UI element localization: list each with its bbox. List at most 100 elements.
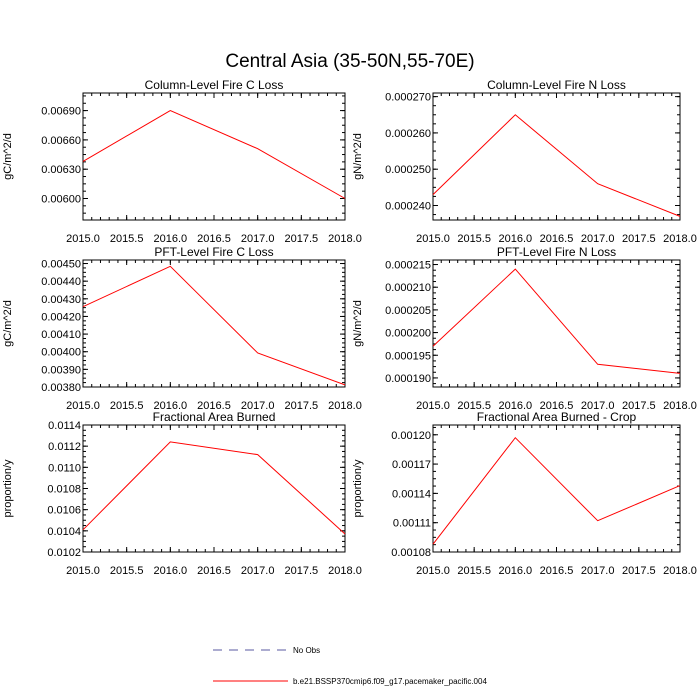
y-tick-label: 0.000195 [385, 350, 431, 362]
x-tick-label: 2015.0 [416, 400, 450, 412]
x-tick-label: 2016.0 [499, 400, 533, 412]
x-tick-label: 2015.5 [457, 400, 491, 412]
x-tick-label: 2015.0 [416, 233, 450, 245]
y-tick-label: 0.00117 [392, 459, 431, 471]
y-tick-label: 0.00600 [41, 194, 81, 206]
series-line [432, 436, 681, 545]
series-line [82, 265, 346, 386]
y-tick-label: 0.0114 [48, 420, 81, 432]
plot-frame [432, 92, 681, 221]
y-tick-label: 0.00630 [41, 164, 81, 176]
y-tick-label: 0.0108 [47, 484, 81, 496]
x-tick-label: 2016.0 [154, 233, 188, 245]
x-tick-label: 2016.0 [499, 233, 533, 245]
x-tick-label: 2016.5 [540, 565, 574, 577]
panel-title: Fractional Area Burned [153, 410, 276, 424]
x-tick-label: 2015.0 [66, 565, 100, 577]
x-tick-label: 2017.0 [581, 565, 615, 577]
x-tick-label: 2018.0 [663, 233, 697, 245]
panel-title: PFT-Level Fire C Loss [154, 245, 273, 259]
x-tick-label: 2015.0 [416, 565, 450, 577]
y-tick-label: 0.00120 [391, 430, 431, 442]
x-tick-label: 2015.0 [66, 400, 100, 412]
x-tick-label: 2016.0 [154, 400, 188, 412]
y-tick-label: 0.0112 [48, 441, 81, 453]
y-tick-label: 0.00690 [41, 106, 81, 118]
y-tick-label: 0.000205 [385, 305, 431, 317]
y-tick-label: 0.000250 [385, 164, 431, 176]
y-axis-label: gN/m^2/d [352, 133, 364, 180]
y-tick-label: 0.00660 [41, 135, 81, 147]
y-axis-label: gC/m^2/d [2, 300, 14, 347]
x-tick-label: 2017.5 [622, 233, 656, 245]
series-line [432, 268, 681, 374]
x-tick-label: 2016.0 [499, 565, 533, 577]
x-tick-label: 2017.5 [285, 565, 319, 577]
plot-frame [432, 259, 681, 388]
y-tick-label: 0.0110 [48, 462, 81, 474]
y-axis-label: proportion/y [2, 459, 14, 518]
y-tick-label: 0.00108 [391, 547, 431, 559]
series-line [432, 114, 681, 217]
series-line [82, 441, 346, 535]
x-tick-label: 2017.0 [581, 233, 615, 245]
y-tick-label: 0.000200 [385, 328, 431, 340]
y-tick-label: 0.000240 [385, 200, 431, 212]
x-tick-label: 2017.5 [285, 400, 319, 412]
y-tick-label: 0.000190 [385, 373, 431, 385]
x-tick-label: 2015.5 [110, 233, 144, 245]
plot-frame [82, 259, 346, 388]
y-axis-label: gC/m^2/d [2, 133, 14, 180]
panel-title: Fractional Area Burned - Crop [477, 410, 637, 424]
x-tick-label: 2015.5 [110, 400, 144, 412]
panel-pft-level-fire-n-loss: PFT-Level Fire N Loss gN/m^2/d 2015.0 2015.… [352, 245, 697, 412]
plot-frame [82, 92, 346, 221]
x-tick-label: 2017.5 [622, 565, 656, 577]
panel-fractional-area-burned-crop: Fractional Area Burned - Crop proportion/… [352, 410, 697, 577]
x-tick-label: 2016.0 [154, 565, 188, 577]
legend: No Obs b.e21.BSSP370cmip6.f09_g17.pacema… [213, 646, 487, 686]
y-tick-label: 0.00400 [41, 347, 81, 359]
legend-label-no-obs: No Obs [293, 646, 320, 655]
x-tick-label: 2018.0 [328, 565, 362, 577]
series-line [82, 110, 346, 199]
x-tick-label: 2017.0 [581, 400, 615, 412]
panel-pft-level-fire-c-loss: PFT-Level Fire C Loss gC/m^2/d 2015.0 2015.… [2, 245, 362, 412]
x-tick-label: 2015.5 [457, 565, 491, 577]
chart-panels: Column-Level Fire C Loss gC/m^2/d 2015.0 20… [2, 78, 697, 577]
panel-title: Column-Level Fire C Loss [145, 78, 284, 92]
y-tick-label: 0.0104 [47, 526, 81, 538]
y-tick-label: 0.00440 [41, 276, 81, 288]
figure-title: Central Asia (35-50N,55-70E) [225, 51, 474, 72]
panel-column-level-fire-c-loss: Column-Level Fire C Loss gC/m^2/d 2015.0 20… [2, 78, 362, 245]
y-tick-label: 0.00114 [392, 488, 431, 500]
x-tick-label: 2016.5 [540, 400, 574, 412]
x-tick-label: 2017.0 [241, 233, 275, 245]
panel-title: Column-Level Fire N Loss [487, 78, 626, 92]
x-tick-label: 2017.5 [285, 233, 319, 245]
x-tick-label: 2016.5 [197, 400, 231, 412]
x-tick-label: 2016.5 [540, 233, 574, 245]
legend-label-model: b.e21.BSSP370cmip6.f09_g17.pacemaker_pac… [293, 677, 487, 686]
panel-column-level-fire-n-loss: Column-Level Fire N Loss gN/m^2/d 2015.0 20… [352, 78, 697, 245]
y-tick-label: 0.00450 [41, 259, 81, 271]
y-axis-label: proportion/y [352, 459, 364, 518]
panel-fractional-area-burned: Fractional Area Burned proportion/y 2015.0… [2, 410, 362, 577]
y-tick-label: 0.000260 [385, 128, 431, 140]
x-tick-label: 2017.5 [622, 400, 656, 412]
x-tick-label: 2015.5 [110, 565, 144, 577]
x-tick-label: 2016.5 [197, 565, 231, 577]
y-tick-label: 0.00390 [41, 364, 81, 376]
y-axis-label: gN/m^2/d [352, 300, 364, 347]
y-tick-label: 0.000210 [385, 282, 431, 294]
plot-frame [82, 424, 346, 553]
x-tick-label: 2018.0 [328, 233, 362, 245]
y-tick-label: 0.00111 [393, 518, 431, 530]
y-tick-label: 0.00380 [41, 382, 81, 394]
x-tick-label: 2017.0 [241, 565, 275, 577]
y-tick-label: 0.0106 [47, 505, 81, 517]
x-tick-label: 2018.0 [663, 400, 697, 412]
x-tick-label: 2018.0 [663, 565, 697, 577]
panel-title: PFT-Level Fire N Loss [497, 245, 616, 259]
